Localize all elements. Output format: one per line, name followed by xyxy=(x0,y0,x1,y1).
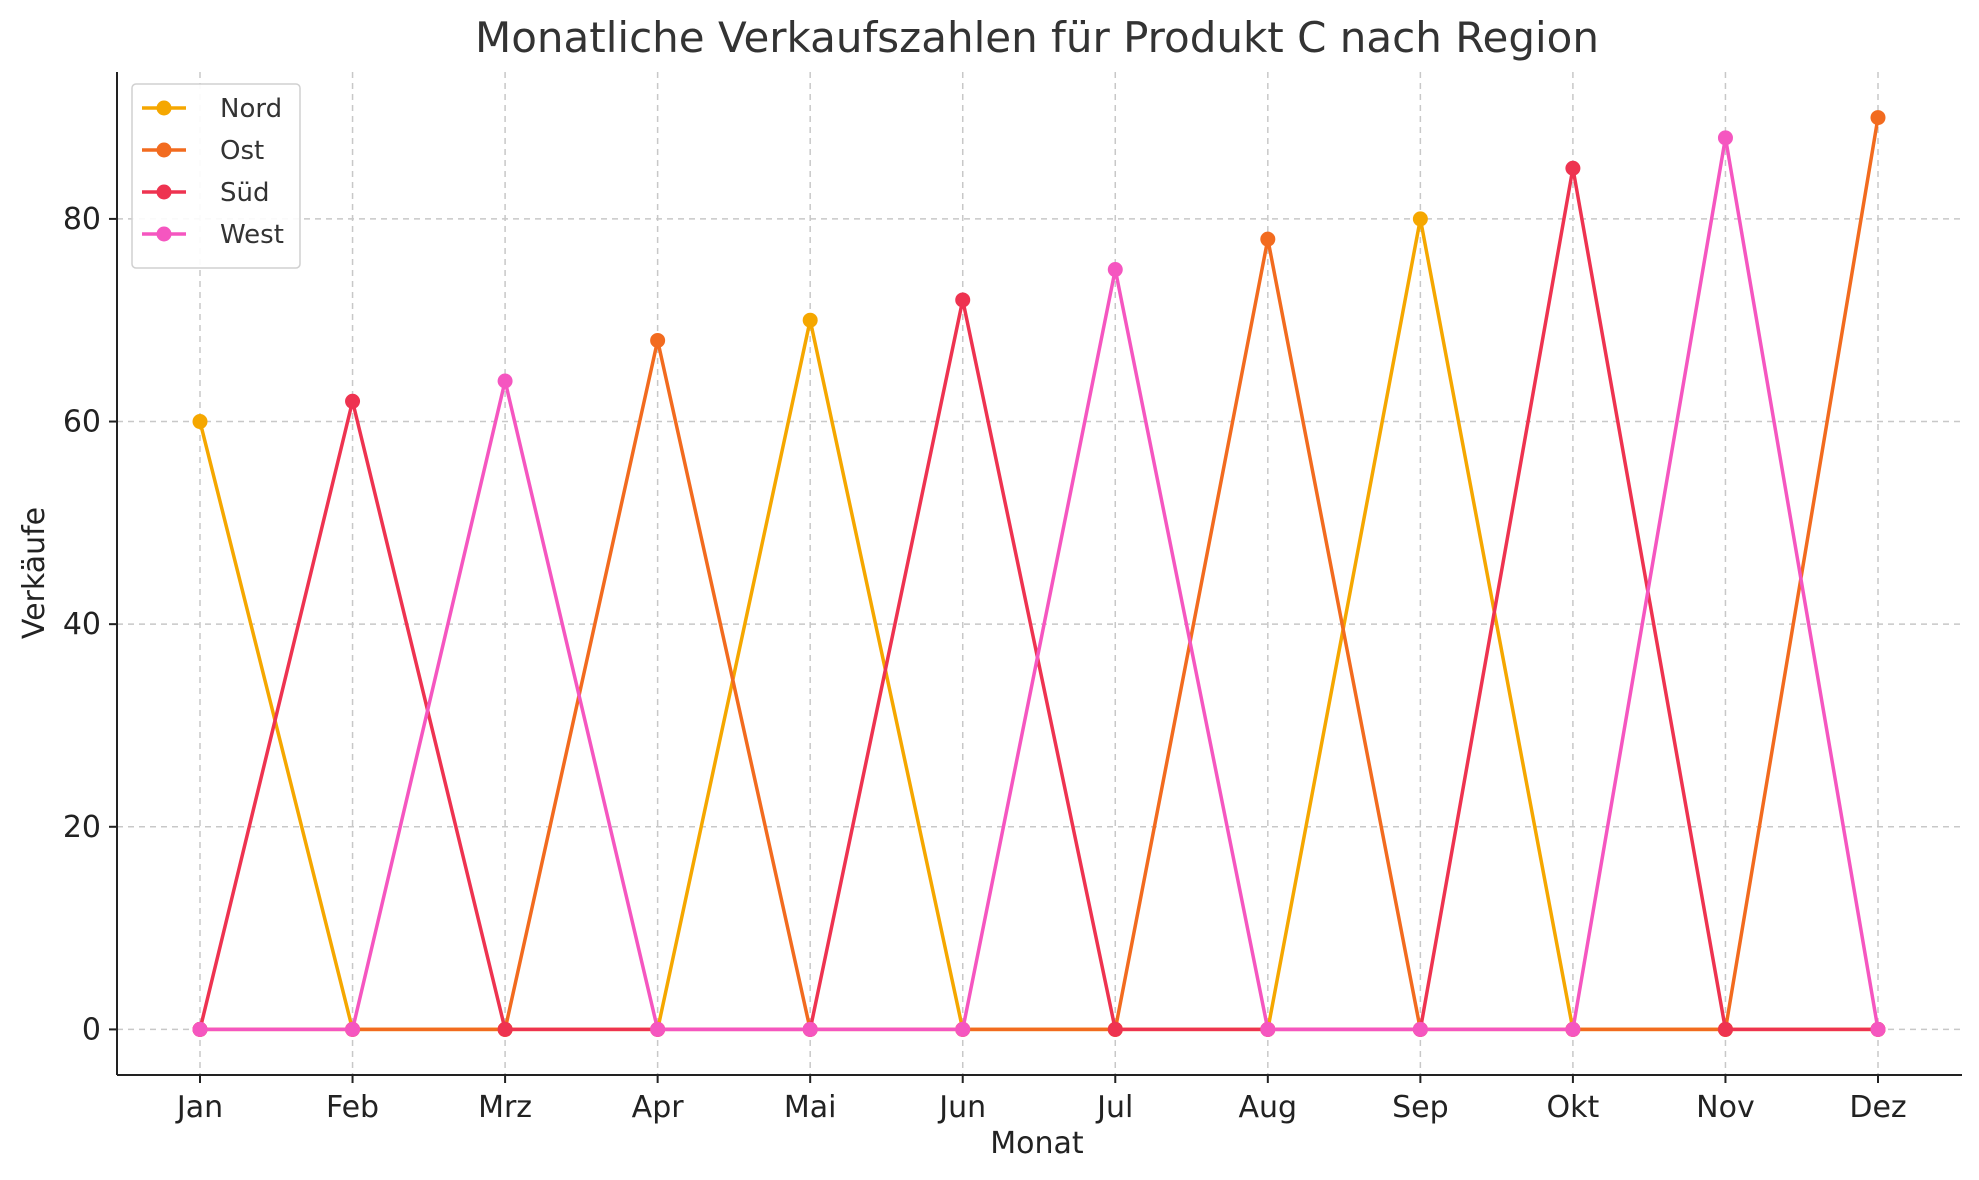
legend-item: Ost xyxy=(142,136,264,166)
legend-swatch-marker xyxy=(156,100,172,116)
y-tick-label: 80 xyxy=(63,202,101,237)
legend-item: West xyxy=(142,220,284,250)
data-point xyxy=(1870,110,1886,126)
data-point xyxy=(1107,1021,1123,1037)
legend-item: Süd xyxy=(142,178,270,208)
legend-swatch-marker xyxy=(156,142,172,158)
legend-swatch-marker xyxy=(156,226,172,242)
y-tick-label: 20 xyxy=(63,810,101,845)
legend-label: Ost xyxy=(220,136,264,166)
data-point xyxy=(1717,1021,1733,1037)
legend-item: Nord xyxy=(142,94,282,124)
x-tick-label: Nov xyxy=(1696,1090,1755,1125)
data-point xyxy=(1565,160,1581,176)
data-point xyxy=(192,1021,208,1037)
series-line xyxy=(200,117,1880,1032)
legend: Nord Ost Süd West xyxy=(131,83,301,269)
legend-frame xyxy=(131,83,301,269)
y-tick-label: 0 xyxy=(82,1012,101,1047)
chart-title: Monatliche Verkaufszahlen für Produkt C … xyxy=(475,13,1599,62)
series-line xyxy=(200,137,1880,1032)
data-point xyxy=(345,393,361,409)
x-tick-label: Mai xyxy=(784,1090,837,1125)
data-point xyxy=(1870,1021,1886,1037)
x-tick-label: Sep xyxy=(1392,1090,1449,1125)
data-point xyxy=(1717,130,1733,146)
x-tick-label: Jun xyxy=(937,1090,986,1125)
x-tick-label: Jul xyxy=(1095,1090,1133,1125)
series-s-d xyxy=(192,160,1886,1037)
series-ost xyxy=(192,110,1886,1037)
series-lines xyxy=(192,110,1886,1037)
y-axis-label: Verkäufe xyxy=(17,507,52,639)
legend-label: West xyxy=(220,220,284,250)
y-tick-label: 40 xyxy=(63,607,101,642)
data-point xyxy=(497,373,513,389)
data-point xyxy=(955,292,971,308)
data-point xyxy=(345,1021,361,1037)
x-tick-label: Aug xyxy=(1239,1090,1298,1125)
data-point xyxy=(1260,1021,1276,1037)
x-tick-label: Mrz xyxy=(478,1090,532,1125)
data-point xyxy=(802,1021,818,1037)
legend-label: Nord xyxy=(220,94,282,124)
x-tick-label: Dez xyxy=(1849,1090,1906,1125)
x-tick-label: Apr xyxy=(632,1090,685,1125)
series-west xyxy=(192,130,1886,1037)
axes: Jan Feb Mrz Apr Mai Jun Jul Aug Sep Okt Nov Dez 0 20 4… xyxy=(63,72,1962,1125)
data-point xyxy=(1412,1021,1428,1037)
x-tick-label: Feb xyxy=(326,1090,379,1125)
data-point xyxy=(955,1021,971,1037)
legend-label: Süd xyxy=(220,178,270,208)
data-point xyxy=(650,1021,666,1037)
data-point xyxy=(497,1021,513,1037)
legend-swatch-marker xyxy=(156,184,172,200)
x-tick-label: Jan xyxy=(175,1090,223,1125)
x-tick-label: Okt xyxy=(1547,1090,1600,1125)
data-point xyxy=(1412,211,1428,227)
data-point xyxy=(1107,262,1123,278)
data-point xyxy=(1260,231,1276,247)
y-tick-label: 60 xyxy=(63,405,101,440)
data-point xyxy=(1565,1021,1581,1037)
series-line xyxy=(198,167,1878,1032)
data-point xyxy=(192,414,208,430)
data-point xyxy=(650,332,666,348)
x-axis-label: Monat xyxy=(990,1126,1084,1161)
data-point xyxy=(802,312,818,328)
